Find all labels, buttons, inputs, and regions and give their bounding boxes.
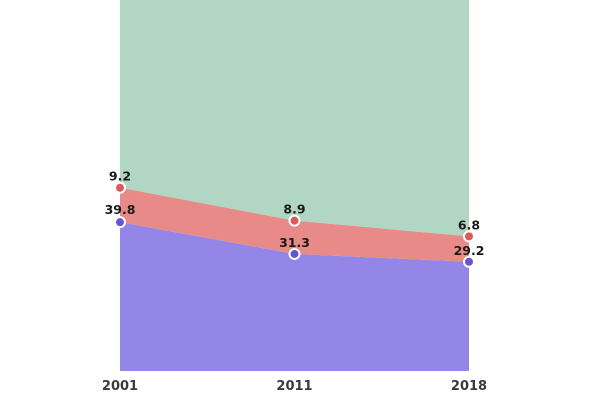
- series-0-data-label-0: 39.8: [105, 202, 136, 217]
- series-1-point-0: [114, 181, 126, 194]
- series-1-point-1: [288, 214, 301, 227]
- series-0-point-1: [288, 247, 301, 260]
- series-0-point-2: [463, 255, 475, 268]
- series-0-data-label-2: 29.2: [454, 243, 485, 258]
- series-1-data-label-1: 8.9: [283, 202, 305, 217]
- series-1-data-label-2: 6.8: [458, 217, 480, 232]
- x-tick-label-0: 2001: [102, 379, 138, 394]
- series-2-area: [120, 0, 469, 237]
- series-0-point-0: [114, 216, 126, 229]
- x-tick-label-1: 2011: [276, 379, 312, 394]
- series-1-point-2: [463, 230, 475, 243]
- series-1-data-label-0: 9.2: [109, 169, 131, 184]
- series-0-area: [120, 222, 469, 371]
- series-0-data-label-1: 31.3: [279, 235, 310, 250]
- x-tick-label-2: 2018: [451, 379, 487, 394]
